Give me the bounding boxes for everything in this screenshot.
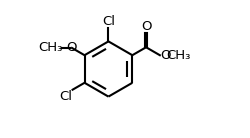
Text: O: O — [160, 49, 171, 62]
Text: CH₃: CH₃ — [38, 41, 62, 55]
Text: O: O — [141, 20, 151, 33]
Text: O: O — [67, 41, 77, 55]
Text: Cl: Cl — [60, 90, 72, 103]
Text: CH₃: CH₃ — [166, 49, 190, 62]
Text: Cl: Cl — [102, 15, 115, 28]
